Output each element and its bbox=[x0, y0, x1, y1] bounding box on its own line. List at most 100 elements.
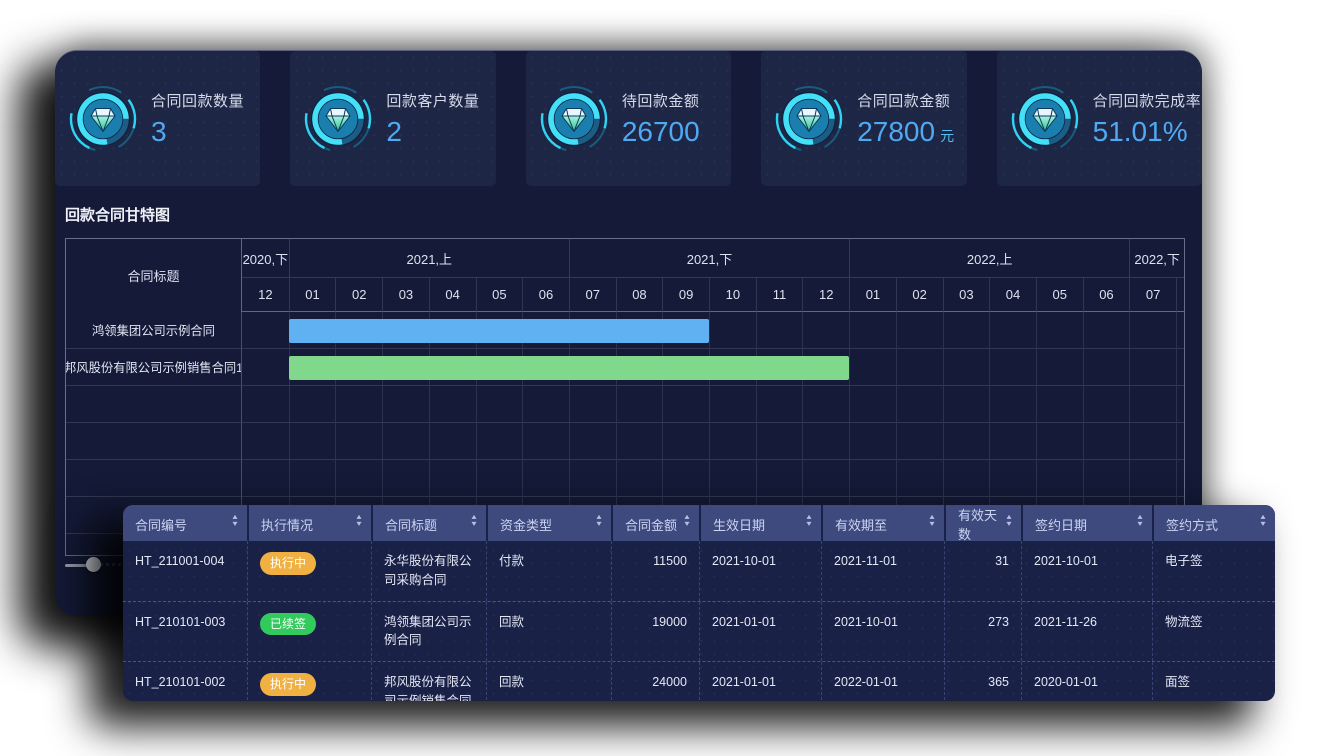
stat-text: 合同回款数量 3 bbox=[151, 90, 244, 148]
gantt-month-header: 04 bbox=[428, 278, 476, 312]
table-column-label: 签约方式 bbox=[1166, 517, 1219, 533]
table-column-header-amount[interactable]: 合同金额 ▴ ▾ bbox=[611, 505, 699, 543]
table-column-header-title[interactable]: 合同标题 ▴ ▾ bbox=[371, 505, 486, 543]
gantt-period-header: 2020,下 bbox=[242, 239, 289, 278]
gantt-cell bbox=[989, 349, 1036, 386]
gantt-period-header: 2022,上 bbox=[849, 239, 1130, 278]
table-cell-valid_days: 31 bbox=[944, 541, 1021, 601]
gantt-cell bbox=[755, 460, 803, 497]
gantt-bar[interactable] bbox=[288, 356, 850, 380]
diamond-badge-icon bbox=[776, 85, 843, 152]
gantt-month-header: 04 bbox=[989, 278, 1036, 312]
gantt-cell bbox=[1035, 312, 1083, 349]
gantt-cell bbox=[428, 386, 476, 423]
scrollbar-handle[interactable] bbox=[86, 557, 101, 572]
gantt-month-header: 03 bbox=[382, 278, 429, 312]
sort-icon[interactable]: ▴ ▾ bbox=[356, 512, 362, 528]
table-column-label: 签约日期 bbox=[1035, 517, 1088, 533]
table-cell-sign_method: 物流签 bbox=[1152, 601, 1275, 661]
gantt-cell bbox=[1129, 386, 1176, 423]
gantt-cell bbox=[709, 312, 756, 349]
gantt-cell bbox=[802, 312, 850, 349]
gantt-period-header: 2021,下 bbox=[568, 239, 850, 278]
table-column-header-status[interactable]: 执行情况 ▴ ▾ bbox=[247, 505, 371, 543]
stat-unit: 元 bbox=[940, 127, 955, 144]
gantt-cell bbox=[755, 312, 803, 349]
table-cell-valid_days: 365 bbox=[944, 662, 1021, 701]
table-column-label: 生效日期 bbox=[713, 517, 766, 533]
gantt-cell bbox=[942, 312, 990, 349]
table-row[interactable]: HT_210101-002执行中邦风股份有限公司示例销售合同1回款2400020… bbox=[123, 662, 1275, 701]
gantt-cell bbox=[288, 460, 336, 497]
table-column-header-fund_type[interactable]: 资金类型 ▴ ▾ bbox=[486, 505, 611, 543]
gantt-cell bbox=[942, 460, 990, 497]
diamond-badge-icon bbox=[1011, 85, 1078, 152]
gantt-cell bbox=[1129, 460, 1176, 497]
gantt-cell bbox=[568, 386, 616, 423]
sort-icon[interactable]: ▴ ▾ bbox=[232, 512, 238, 528]
gantt-cell bbox=[802, 460, 850, 497]
gantt-cell bbox=[942, 386, 990, 423]
table-column-label: 合同编号 bbox=[135, 517, 188, 533]
stat-text: 合同回款完成率 51.01% bbox=[1093, 90, 1202, 148]
gantt-cell bbox=[1129, 349, 1176, 386]
scrollbar-track-filled[interactable] bbox=[65, 564, 91, 567]
table-cell-status: 已续签 bbox=[247, 601, 371, 661]
table-column-header-valid_days[interactable]: 有效天数 ▴ ▾ bbox=[944, 505, 1021, 543]
gantt-month-header: 01 bbox=[288, 278, 336, 312]
gantt-label-column-header: 合同标题 bbox=[66, 239, 242, 312]
gantt-month-header: 05 bbox=[475, 278, 523, 312]
gantt-bar[interactable] bbox=[288, 319, 709, 343]
gantt-cell bbox=[382, 460, 429, 497]
gantt-cell bbox=[709, 386, 756, 423]
gantt-cell bbox=[522, 386, 569, 423]
gantt-stub-cell bbox=[1176, 460, 1184, 497]
stat-value: 26700 bbox=[621, 115, 700, 147]
table-column-header-effective_date[interactable]: 生效日期 ▴ ▾ bbox=[699, 505, 821, 543]
gantt-cell bbox=[1035, 460, 1083, 497]
gantt-cell bbox=[895, 460, 943, 497]
table-cell-amount: 11500 bbox=[611, 541, 699, 601]
gantt-month-header: 12 bbox=[242, 278, 289, 312]
gantt-month-header: 06 bbox=[522, 278, 569, 312]
table-column-header-sign_date[interactable]: 签约日期 ▴ ▾ bbox=[1021, 505, 1152, 543]
gantt-cell bbox=[709, 460, 756, 497]
table-row[interactable]: HT_210101-003 已续签 鸿领集团公司示例合同 回款 19000 2021-01… bbox=[123, 601, 1275, 662]
gantt-cell bbox=[522, 423, 569, 460]
gantt-row-label bbox=[66, 386, 242, 423]
table-cell-sign_date: 2021-11-26 bbox=[1021, 601, 1152, 661]
table-column-header-valid_until[interactable]: 有效期至 ▴ ▾ bbox=[821, 505, 944, 543]
gantt-cell bbox=[1082, 312, 1130, 349]
table-column-header-sign_method[interactable]: 签约方式 ▴ ▾ bbox=[1152, 505, 1275, 543]
sort-icon[interactable]: ▴ ▾ bbox=[684, 512, 690, 528]
gantt-cell bbox=[288, 423, 336, 460]
sort-icon[interactable]: ▴ ▾ bbox=[1137, 512, 1143, 528]
sort-icon[interactable]: ▴ ▾ bbox=[596, 512, 602, 528]
table-cell-sign_method: 面签 bbox=[1152, 662, 1275, 701]
gantt-cell bbox=[1082, 460, 1130, 497]
sort-icon[interactable]: ▴ ▾ bbox=[806, 512, 812, 528]
table-cell-effective_date: 2021-01-01 bbox=[699, 662, 821, 701]
stat-label: 待回款金额 bbox=[621, 92, 700, 110]
sort-icon[interactable]: ▴ ▾ bbox=[1006, 512, 1012, 528]
table-column-label: 资金类型 bbox=[500, 517, 553, 533]
sort-icon[interactable]: ▴ ▾ bbox=[929, 512, 935, 528]
sort-icon[interactable]: ▴ ▾ bbox=[1260, 512, 1266, 528]
table-row[interactable]: HT_211001-004 执行中 永华股份有限公司采购合同 付款 11500 2021-… bbox=[123, 541, 1275, 602]
gantt-cell bbox=[615, 423, 663, 460]
stat-card: 合同回款金额 27800 元 bbox=[761, 51, 967, 186]
table-cell-amount: 19000 bbox=[611, 601, 699, 661]
gantt-cell bbox=[242, 349, 289, 386]
gantt-cell bbox=[895, 312, 943, 349]
gantt-cell bbox=[895, 349, 943, 386]
status-badge: 执行中 bbox=[260, 552, 317, 575]
gantt-cell bbox=[755, 386, 803, 423]
table-column-header-contract_no[interactable]: 合同编号 ▴ ▾ bbox=[123, 505, 247, 543]
table-header-row: 合同编号 ▴ ▾ 执行情况 ▴ ▾ 合同标题 ▴ ▾ 资金类型 ▴ ▾ 合同金额 ▴ ▾ … bbox=[123, 505, 1275, 543]
table-cell-fund_type: 回款 bbox=[486, 662, 611, 701]
contracts-table-panel: 合同编号 ▴ ▾ 执行情况 ▴ ▾ 合同标题 ▴ ▾ 资金类型 ▴ ▾ 合同金额 ▴ ▾ … bbox=[123, 505, 1275, 701]
stat-card: 待回款金额 26700 bbox=[525, 51, 732, 186]
sort-icon[interactable]: ▴ ▾ bbox=[471, 512, 477, 528]
gantt-month-header: 02 bbox=[335, 278, 383, 312]
gantt-month-header: 01 bbox=[849, 278, 896, 312]
